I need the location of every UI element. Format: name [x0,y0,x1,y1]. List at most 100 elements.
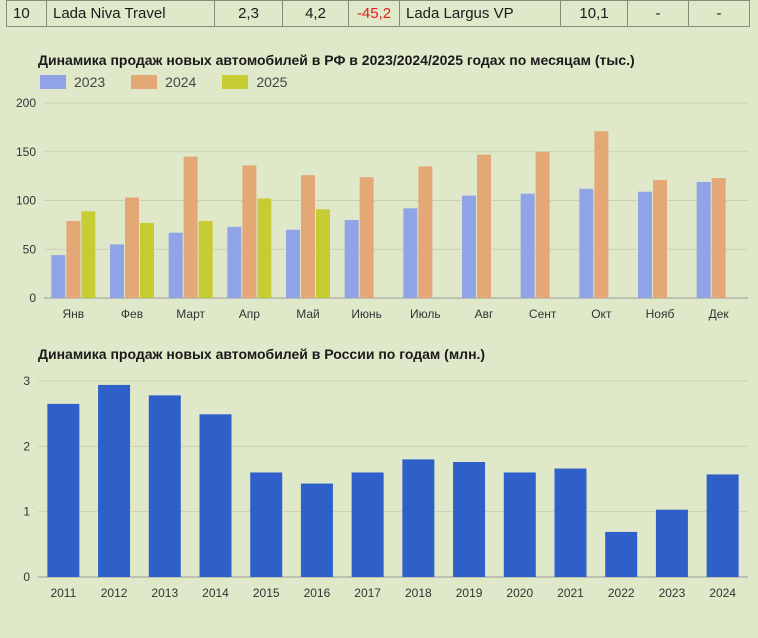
bar [477,154,491,298]
bar [286,229,300,298]
value-cell: 2,3 [214,0,283,27]
bar [316,209,330,298]
model-cell: Lada Largus VP [399,0,561,27]
value-cell: - [688,0,750,27]
x-tick-label: 2022 [608,586,635,600]
bar [696,181,711,298]
bar [148,395,181,577]
bar [66,220,81,298]
x-tick-label: Июль [410,307,441,321]
x-tick-label: 2024 [709,586,736,600]
yearly-sales-chart: 0 1 2 3 2011 2012 2013 2014 2015 2016 2017 2018 2019… [23,374,748,600]
y-tick-label: 0 [29,291,36,305]
bar [242,165,257,298]
x-tick-label: 2016 [304,586,331,600]
legend-swatch [222,75,249,89]
x-tick-label: Янв [62,307,84,321]
value-cell: 4,2 [282,0,349,27]
bar [125,197,139,298]
bar [503,472,536,577]
legend-item-2025: 2025 [222,74,287,90]
bar [653,180,667,298]
bar [403,208,418,298]
x-tick-label: 2021 [557,586,584,600]
bar [520,193,535,298]
y-tick-label: 2 [23,439,30,453]
bar [301,175,315,298]
x-tick-label: 2020 [506,586,533,600]
x-tick-label: Окт [591,307,612,321]
bar [81,211,96,298]
bar [535,151,550,298]
x-tick-label: Фев [121,307,143,321]
bar [462,195,476,298]
x-tick-label: 2014 [202,586,229,600]
y-tick-label: 3 [23,374,30,388]
bar [605,531,638,577]
y-tick-label: 1 [23,505,30,519]
legend-label: 2025 [256,74,288,90]
legend-swatch [131,75,158,89]
bar [110,244,124,298]
bar [199,414,232,577]
model-cell: Lada Niva Travel [46,0,215,27]
legend-label: 2023 [74,74,106,90]
legend-item-2023: 2023 [40,74,105,90]
x-tick-label: 2019 [456,586,483,600]
y-tick-label: 100 [16,194,36,208]
bar [51,255,66,298]
monthly-sales-chart: 0 50 100 150 200 Янв Фев Март Апр Май Июнь Июль Авг С… [16,96,748,321]
bar [351,472,384,577]
x-tick-label: Апр [239,307,261,321]
bar [98,384,131,577]
x-tick-label: Март [176,307,205,321]
x-tick-label: 2012 [101,586,128,600]
monthly-chart-title: Динамика продаж новых автомобилей в РФ в… [38,52,635,68]
bar [554,468,587,577]
bar [227,226,242,298]
value-cell: 10,1 [560,0,628,27]
y-tick-label: 50 [23,242,37,256]
bar [257,198,272,298]
x-tick-label: Июнь [351,307,382,321]
sales-table: 10 Lada Niva Travel 2,3 4,2 -45,2 Lada L… [6,0,750,27]
legend-swatch [40,75,66,89]
x-tick-label: 2023 [659,586,686,600]
monthly-chart-legend: 2023 2024 2025 [40,74,287,90]
bar [711,178,726,298]
bar [344,220,359,298]
bar [594,131,609,298]
x-tick-label: 2011 [50,586,76,600]
bar [140,222,154,298]
bar [402,459,435,577]
bar [638,191,652,298]
bar [300,483,333,577]
bar [453,462,486,577]
x-tick-label: Май [296,307,320,321]
legend-item-2024: 2024 [131,74,196,90]
y-tick-label: 150 [16,145,36,159]
x-tick-label: Дек [709,307,730,321]
bar [706,474,739,577]
x-tick-label: 2013 [151,586,178,600]
bar [418,166,433,298]
x-tick-label: 2018 [405,586,432,600]
x-tick-label: 2017 [354,586,381,600]
x-tick-label: Авг [475,307,494,321]
bar [198,220,213,298]
yearly-chart-title: Динамика продаж новых автомобилей в Росс… [38,346,486,362]
bar [168,232,183,298]
x-tick-label: Нояб [646,307,675,321]
rank-cell: 10 [6,0,47,27]
bar [579,188,594,298]
bar [183,156,198,298]
legend-label: 2024 [165,74,197,90]
bar [47,403,80,577]
value-cell: - [627,0,689,27]
change-cell: -45,2 [348,0,400,27]
y-tick-label: 0 [23,570,30,584]
bar [655,509,688,577]
x-tick-label: 2015 [253,586,280,600]
table-row: 10 Lada Niva Travel 2,3 4,2 -45,2 Lada L… [6,0,750,27]
bar [359,177,374,298]
